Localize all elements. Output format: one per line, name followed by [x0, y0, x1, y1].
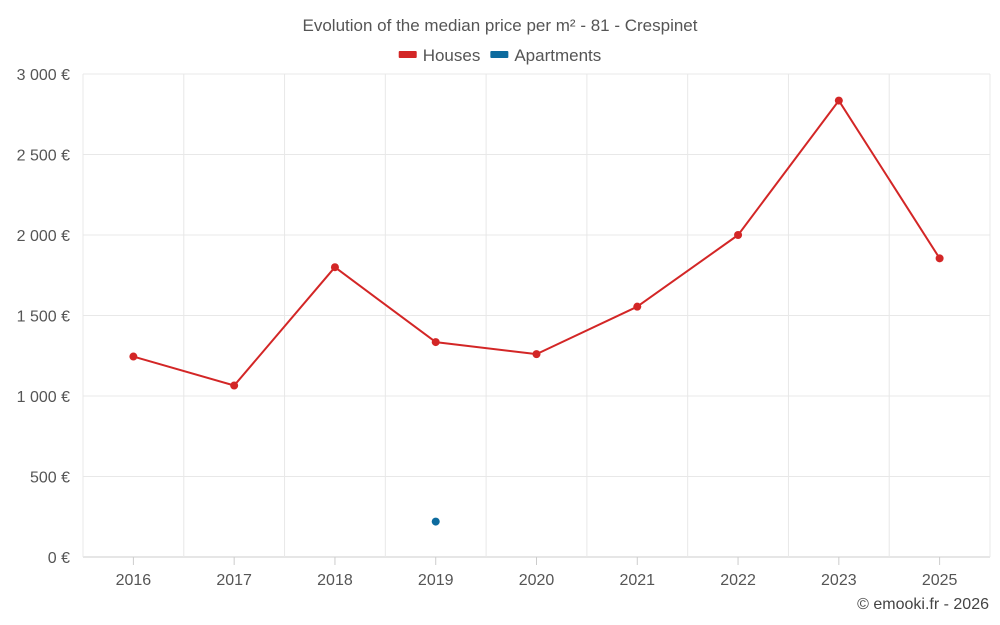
series-line [133, 99, 941, 387]
x-tick-label: 2025 [922, 572, 958, 589]
x-tick-label: 2016 [116, 572, 152, 589]
legend-label: Apartments [514, 46, 601, 65]
x-axis-ticks: 2016 2017 2018 2019 2020 2021 2022 2023 2025 [116, 557, 958, 589]
series-layer [129, 96, 944, 526]
y-tick-label: 1 500 € [17, 309, 70, 326]
chart-title: Evolution of the median price per m² - 8… [303, 16, 698, 35]
legend-item-apartments[interactable]: Apartments [490, 46, 601, 65]
x-tick-label: 2023 [821, 572, 857, 589]
legend: Houses Apartments [398, 46, 601, 65]
x-tick-label: 2019 [418, 572, 454, 589]
y-tick-label: 0 € [48, 550, 70, 567]
y-tick-label: 2 500 € [17, 148, 70, 165]
data-point[interactable] [330, 263, 339, 272]
legend-swatch [398, 51, 417, 58]
x-tick-label: 2018 [317, 572, 353, 589]
data-point[interactable] [633, 302, 642, 311]
data-point[interactable] [834, 96, 843, 105]
x-tick-label: 2022 [720, 572, 756, 589]
series-apartments [431, 517, 440, 526]
data-point[interactable] [734, 231, 743, 239]
data-point[interactable] [230, 381, 239, 390]
legend-item-houses[interactable]: Houses [398, 46, 481, 65]
y-tick-label: 500 € [30, 470, 70, 487]
data-point[interactable] [431, 517, 440, 526]
x-tick-label: 2021 [619, 572, 655, 589]
y-tick-label: 3 000 € [17, 67, 70, 84]
y-axis-ticks: 0 € 500 € 1 000 € 1 500 € 2 000 € 2 500 € 3 00… [17, 67, 70, 567]
x-tick-label: 2020 [519, 572, 555, 589]
grid [82, 73, 991, 558]
legend-label: Houses [423, 46, 481, 65]
data-point[interactable] [532, 350, 541, 359]
x-tick-label: 2017 [216, 572, 252, 589]
data-point[interactable] [935, 254, 944, 263]
y-tick-label: 1 000 € [17, 389, 70, 406]
legend-swatch [490, 51, 509, 58]
data-point[interactable] [129, 352, 138, 361]
credit-text: © emooki.fr - 2026 [857, 596, 989, 613]
y-tick-label: 2 000 € [17, 228, 70, 245]
data-point[interactable] [431, 338, 440, 347]
series-houses [129, 96, 944, 390]
